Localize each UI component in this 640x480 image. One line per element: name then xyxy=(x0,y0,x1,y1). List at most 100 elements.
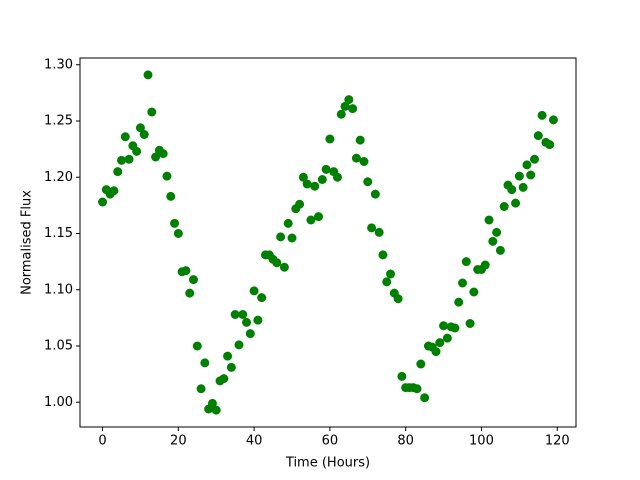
data-point xyxy=(272,258,282,268)
y-tick-label: 1.30 xyxy=(44,57,73,72)
data-point xyxy=(454,297,464,307)
data-point xyxy=(465,319,475,328)
data-point xyxy=(147,107,157,117)
data-point xyxy=(219,374,229,384)
x-axis-label: Time (Hours) xyxy=(285,456,370,471)
data-point xyxy=(499,202,509,211)
data-point xyxy=(113,167,123,177)
data-point xyxy=(116,155,126,165)
data-point xyxy=(359,157,369,166)
data-point xyxy=(306,215,316,225)
data-point xyxy=(188,275,198,285)
x-tick-label: 120 xyxy=(545,434,570,449)
data-point xyxy=(139,130,149,139)
data-point xyxy=(298,172,308,182)
data-point xyxy=(109,186,119,196)
data-point xyxy=(393,294,403,304)
data-point xyxy=(332,172,342,182)
data-point xyxy=(545,140,555,150)
data-point xyxy=(124,154,134,164)
data-point xyxy=(223,351,233,361)
data-point xyxy=(351,153,361,163)
y-axis-label: Normalised Flux xyxy=(20,190,35,295)
data-point xyxy=(488,236,498,246)
data-point xyxy=(196,384,206,394)
y-tick-label: 1.05 xyxy=(44,339,73,354)
data-point xyxy=(200,358,210,368)
data-point xyxy=(397,371,407,381)
data-point xyxy=(226,362,236,372)
data-point xyxy=(439,321,449,331)
x-tick-label: 20 xyxy=(170,434,187,449)
data-point xyxy=(135,123,145,133)
data-point xyxy=(302,179,312,189)
y-tick-label: 1.00 xyxy=(44,395,73,410)
data-point xyxy=(192,341,202,351)
data-point xyxy=(450,323,460,333)
data-point xyxy=(458,278,468,288)
data-point xyxy=(382,277,392,287)
data-point xyxy=(276,232,286,242)
x-tick-label: 0 xyxy=(98,434,106,449)
x-tick-label: 100 xyxy=(469,434,494,449)
data-point xyxy=(511,198,521,208)
data-point xyxy=(355,135,365,145)
data-point xyxy=(484,215,494,225)
data-point xyxy=(344,95,354,105)
data-point xyxy=(378,250,388,260)
data-point xyxy=(158,149,168,159)
data-point xyxy=(143,70,153,80)
data-point xyxy=(314,212,324,222)
data-point xyxy=(336,109,346,119)
data-point xyxy=(242,317,252,327)
data-point xyxy=(367,223,377,233)
data-point xyxy=(431,347,441,357)
data-point xyxy=(442,333,452,343)
data-point xyxy=(363,177,373,187)
data-point xyxy=(253,315,263,325)
data-point xyxy=(234,340,244,350)
data-point xyxy=(230,310,240,319)
data-point xyxy=(370,189,380,199)
data-point xyxy=(533,131,543,141)
data-point xyxy=(480,260,490,270)
data-point xyxy=(310,181,320,191)
data-point xyxy=(514,171,524,181)
y-tick-label: 1.25 xyxy=(44,114,73,129)
x-tick-label: 80 xyxy=(397,434,414,449)
data-point xyxy=(435,338,445,348)
data-point xyxy=(295,199,305,209)
plot-frame xyxy=(79,57,577,428)
data-point xyxy=(469,287,479,297)
data-point xyxy=(287,233,297,243)
data-point xyxy=(238,310,248,319)
data-point xyxy=(537,110,547,120)
x-tick-label: 60 xyxy=(322,434,339,449)
data-point xyxy=(321,164,331,174)
data-point xyxy=(518,182,528,192)
data-point xyxy=(340,101,350,111)
data-point xyxy=(348,104,358,114)
data-point xyxy=(461,257,471,267)
data-point xyxy=(386,269,396,279)
data-point xyxy=(548,115,558,125)
data-point xyxy=(374,227,384,237)
data-point xyxy=(279,262,289,272)
data-point xyxy=(507,185,517,195)
data-point xyxy=(495,245,505,255)
data-point xyxy=(317,175,327,184)
data-point xyxy=(257,293,267,303)
data-point xyxy=(283,218,293,228)
data-point xyxy=(170,218,180,228)
data-point xyxy=(181,266,191,276)
data-point xyxy=(185,288,195,298)
data-point xyxy=(526,170,536,180)
data-point xyxy=(151,152,161,162)
data-point xyxy=(249,286,259,296)
data-point xyxy=(166,191,176,201)
y-tick-label: 1.15 xyxy=(44,226,73,241)
data-point xyxy=(522,160,532,170)
x-tick-label: 40 xyxy=(246,434,263,449)
data-point xyxy=(530,154,540,164)
